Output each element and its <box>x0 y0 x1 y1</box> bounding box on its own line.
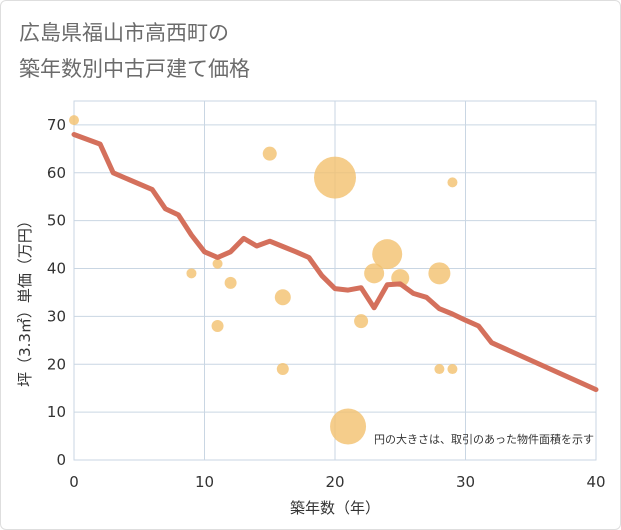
x-tick-label: 40 <box>586 473 605 491</box>
bubble-point <box>314 156 356 199</box>
x-axis-label: 築年数（年） <box>290 499 380 517</box>
bubble-point <box>276 363 289 376</box>
bubble-point <box>224 276 237 289</box>
bubble-point <box>428 262 451 285</box>
bubble-point <box>262 146 277 161</box>
bubble-point <box>69 115 79 126</box>
grid-lines <box>73 100 597 461</box>
bubble-size-note: 円の大きさは、取引のあった物件面積を示す <box>374 432 594 446</box>
x-tick-label: 20 <box>325 473 344 491</box>
bubble-point <box>211 319 224 332</box>
bubble-point <box>274 289 291 306</box>
bubble-point <box>372 239 403 270</box>
bubble-point <box>212 258 223 269</box>
bubble-point <box>447 177 458 188</box>
y-tick-label: 50 <box>47 212 66 230</box>
bubble-point <box>434 364 445 375</box>
trend-line <box>71 132 599 393</box>
x-tick-label: 10 <box>195 473 214 491</box>
bubble-point <box>364 263 385 284</box>
bubble-point <box>354 314 369 329</box>
chart-title-line-1: 広島県福山市高西町の <box>19 21 229 45</box>
bubble-point <box>330 408 367 445</box>
trend-line-series <box>71 132 599 393</box>
chart-title-line-2: 築年数別中古戸建て価格 <box>19 57 250 81</box>
y-tick-label: 10 <box>47 403 66 421</box>
y-tick-label: 20 <box>47 355 66 373</box>
x-tick-label: 0 <box>69 473 79 491</box>
y-tick-label: 30 <box>47 307 66 325</box>
y-tick-label: 60 <box>47 164 66 182</box>
y-tick-label: 40 <box>47 260 66 278</box>
y-tick-label: 70 <box>47 116 66 134</box>
chart-title: 広島県福山市高西町の 築年数別中古戸建て価格 <box>19 15 250 87</box>
bubble-point <box>447 364 458 375</box>
y-axis-label: 坪（3.3㎡）単価（万円） <box>16 213 34 387</box>
x-tick-labels: 0 10 20 30 40 <box>69 473 605 491</box>
x-tick-label: 30 <box>456 473 475 491</box>
y-tick-label: 0 <box>56 451 66 469</box>
plot-border <box>73 100 597 461</box>
y-tick-labels: 0 10 20 30 40 50 60 70 <box>47 116 66 469</box>
bubble-point <box>186 268 197 279</box>
